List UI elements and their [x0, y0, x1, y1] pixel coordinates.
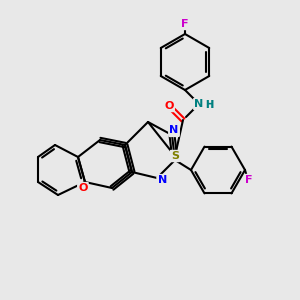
Text: H: H — [205, 100, 213, 110]
Text: F: F — [245, 175, 253, 185]
Text: N: N — [194, 99, 204, 109]
Text: O: O — [164, 101, 174, 111]
Text: O: O — [164, 101, 174, 111]
Text: N: N — [194, 99, 204, 109]
Text: H: H — [205, 100, 213, 110]
Text: F: F — [181, 19, 189, 29]
Text: N: N — [158, 175, 168, 185]
Text: N: N — [158, 177, 166, 187]
Text: O: O — [78, 185, 88, 195]
Text: N: N — [169, 126, 178, 136]
Text: S: S — [171, 151, 179, 161]
Text: F: F — [181, 19, 189, 29]
Text: O: O — [78, 183, 88, 193]
Text: F: F — [245, 175, 253, 185]
Text: N: N — [169, 125, 178, 135]
Text: S: S — [171, 151, 179, 161]
